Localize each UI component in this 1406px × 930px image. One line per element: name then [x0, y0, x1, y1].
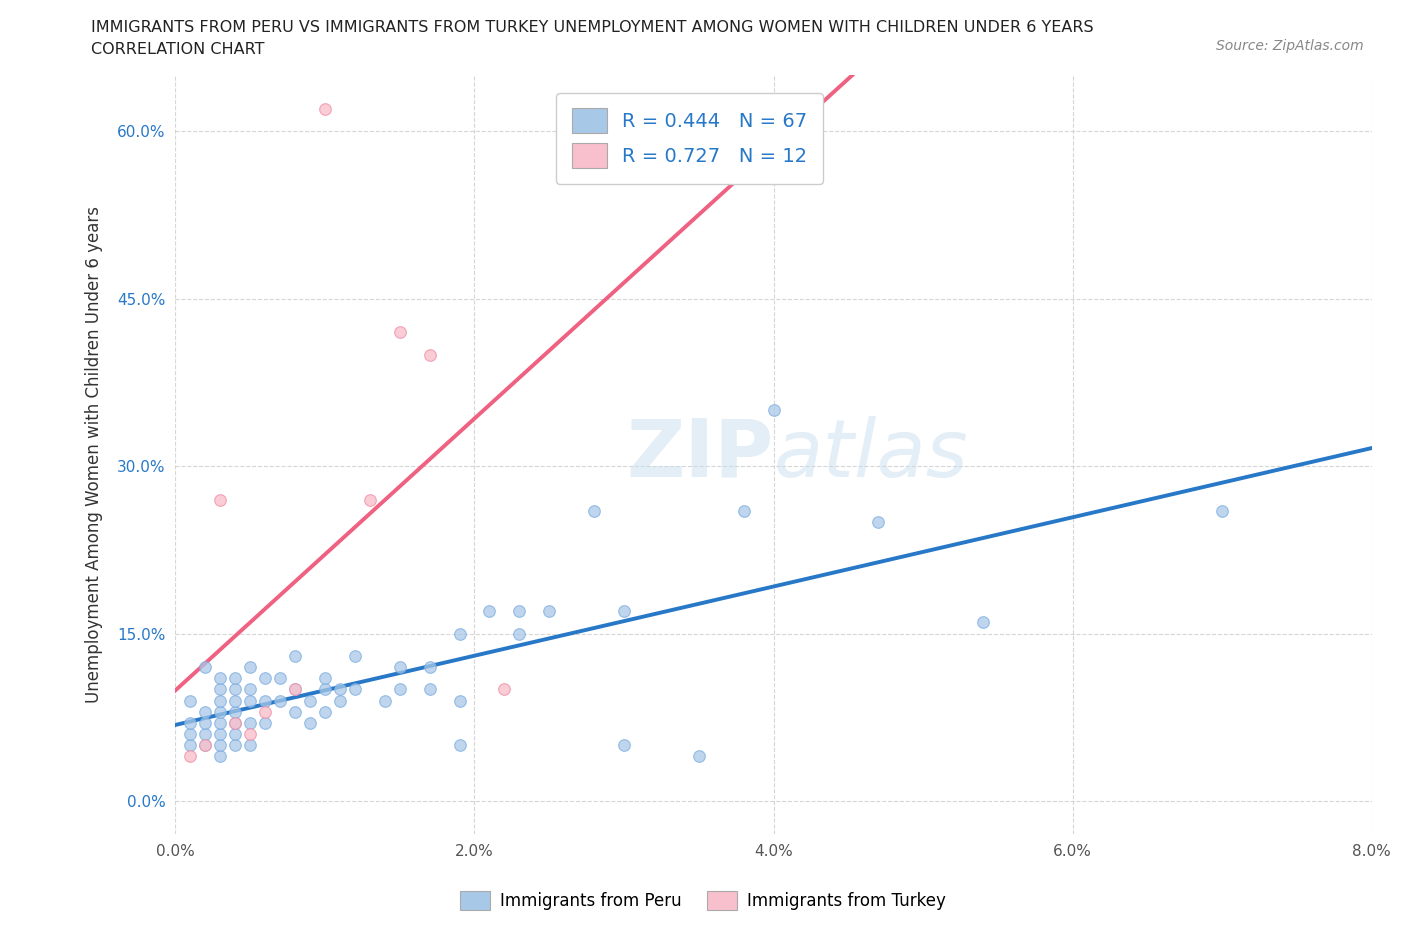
Point [239, 693, 262, 708]
Point [508, 604, 530, 618]
Point [194, 704, 217, 719]
Point [209, 726, 232, 741]
Point [613, 737, 636, 752]
Point [254, 715, 277, 730]
Point [314, 682, 336, 697]
Point [538, 604, 561, 618]
Point [329, 693, 352, 708]
Text: ZIP: ZIP [626, 416, 773, 494]
Point [314, 671, 336, 685]
Point [284, 682, 307, 697]
Point [359, 492, 381, 507]
Point [224, 726, 246, 741]
Point [194, 737, 217, 752]
Point [284, 704, 307, 719]
Point [419, 347, 441, 362]
Text: CORRELATION CHART: CORRELATION CHART [91, 42, 264, 57]
Point [449, 737, 471, 752]
Point [209, 704, 232, 719]
Point [194, 715, 217, 730]
Point [298, 715, 321, 730]
Point [224, 682, 246, 697]
Point [449, 626, 471, 641]
Point [209, 749, 232, 764]
Point [762, 403, 785, 418]
Point [209, 671, 232, 685]
Text: atlas: atlas [773, 416, 969, 494]
Point [374, 693, 396, 708]
Point [972, 615, 994, 630]
Point [179, 726, 201, 741]
Point [179, 749, 201, 764]
Point [284, 682, 307, 697]
Point [388, 682, 411, 697]
Point [239, 659, 262, 674]
Point [419, 682, 441, 697]
Point [209, 737, 232, 752]
Point [343, 682, 366, 697]
Point [494, 682, 516, 697]
Point [508, 626, 530, 641]
Point [194, 737, 217, 752]
Point [284, 648, 307, 663]
Point [269, 693, 291, 708]
Text: IMMIGRANTS FROM PERU VS IMMIGRANTS FROM TURKEY UNEMPLOYMENT AMONG WOMEN WITH CHI: IMMIGRANTS FROM PERU VS IMMIGRANTS FROM … [91, 20, 1094, 35]
Point [209, 693, 232, 708]
Point [868, 514, 890, 529]
Point [583, 503, 606, 518]
Point [239, 737, 262, 752]
Point [239, 715, 262, 730]
Point [1211, 503, 1233, 518]
Point [224, 737, 246, 752]
Point [254, 671, 277, 685]
Point [224, 704, 246, 719]
Legend: Immigrants from Peru, Immigrants from Turkey: Immigrants from Peru, Immigrants from Tu… [454, 884, 952, 917]
Point [224, 715, 246, 730]
Point [329, 682, 352, 697]
Point [224, 671, 246, 685]
Point [239, 682, 262, 697]
Point [298, 693, 321, 708]
Point [194, 726, 217, 741]
Point [419, 659, 441, 674]
Text: Source: ZipAtlas.com: Source: ZipAtlas.com [1216, 39, 1364, 53]
Point [343, 648, 366, 663]
Point [179, 715, 201, 730]
Point [613, 604, 636, 618]
Point [254, 704, 277, 719]
Point [388, 659, 411, 674]
Point [224, 715, 246, 730]
Point [269, 671, 291, 685]
Point [478, 604, 501, 618]
Legend: R = 0.444   N = 67, R = 0.727   N = 12: R = 0.444 N = 67, R = 0.727 N = 12 [557, 93, 823, 183]
Point [688, 749, 710, 764]
Point [179, 737, 201, 752]
Point [194, 659, 217, 674]
Point [388, 325, 411, 339]
Point [314, 101, 336, 116]
Point [254, 693, 277, 708]
Point [209, 715, 232, 730]
Point [733, 503, 755, 518]
Point [209, 492, 232, 507]
Point [209, 682, 232, 697]
Point [224, 693, 246, 708]
Point [239, 726, 262, 741]
Point [179, 693, 201, 708]
Y-axis label: Unemployment Among Women with Children Under 6 years: Unemployment Among Women with Children U… [86, 206, 103, 703]
Point [449, 693, 471, 708]
Point [314, 704, 336, 719]
